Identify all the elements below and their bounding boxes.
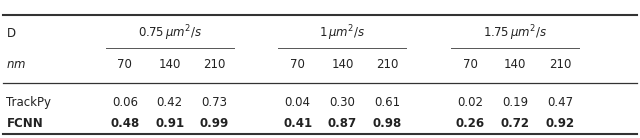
- Text: 140: 140: [504, 58, 526, 71]
- Text: 0.02: 0.02: [458, 96, 483, 109]
- Text: 210: 210: [376, 58, 398, 71]
- Text: 0.72: 0.72: [500, 117, 530, 130]
- Text: 0.92: 0.92: [545, 117, 575, 130]
- Text: 0.99: 0.99: [200, 117, 229, 130]
- Text: 0.91: 0.91: [155, 117, 184, 130]
- Text: 0.61: 0.61: [374, 96, 400, 109]
- Text: 0.06: 0.06: [112, 96, 138, 109]
- Text: 70: 70: [117, 58, 132, 71]
- Text: 70: 70: [290, 58, 305, 71]
- Text: FCNN: FCNN: [6, 117, 43, 130]
- Text: $1.75\,\mu m^2/s$: $1.75\,\mu m^2/s$: [483, 23, 547, 43]
- Text: TrackPy: TrackPy: [6, 96, 51, 109]
- Text: 0.19: 0.19: [502, 96, 528, 109]
- Text: 70: 70: [463, 58, 478, 71]
- Text: $nm$: $nm$: [6, 58, 26, 71]
- Text: 0.26: 0.26: [456, 117, 485, 130]
- Text: 0.48: 0.48: [110, 117, 140, 130]
- Text: 140: 140: [332, 58, 353, 71]
- Text: 0.98: 0.98: [372, 117, 402, 130]
- Text: 210: 210: [204, 58, 225, 71]
- Text: 0.73: 0.73: [202, 96, 227, 109]
- Text: 0.30: 0.30: [330, 96, 355, 109]
- Text: 0.47: 0.47: [547, 96, 573, 109]
- Text: 0.41: 0.41: [283, 117, 312, 130]
- Text: 140: 140: [159, 58, 180, 71]
- Text: 0.87: 0.87: [328, 117, 357, 130]
- Text: 0.04: 0.04: [285, 96, 310, 109]
- Text: 0.42: 0.42: [157, 96, 182, 109]
- Text: D: D: [6, 27, 15, 40]
- Text: 210: 210: [549, 58, 571, 71]
- Text: $1\,\mu m^2/s$: $1\,\mu m^2/s$: [319, 23, 365, 43]
- Text: $0.75\,\mu m^2/s$: $0.75\,\mu m^2/s$: [138, 23, 202, 43]
